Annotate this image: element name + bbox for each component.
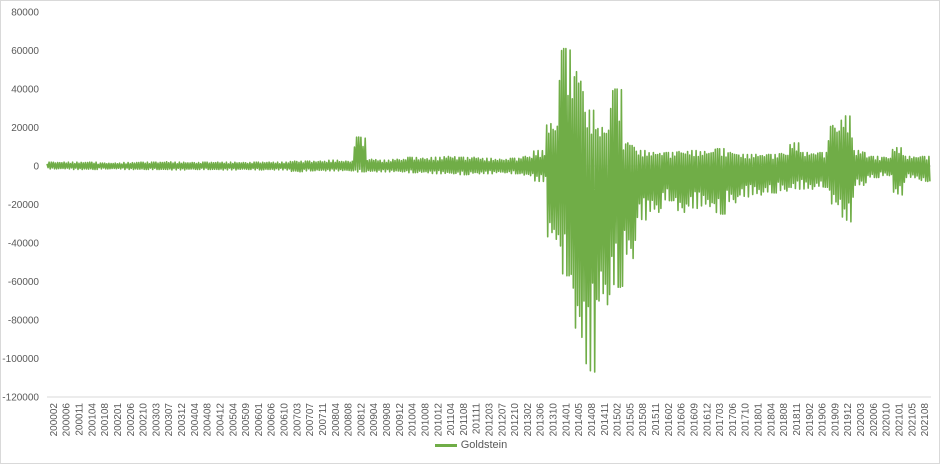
y-tick-label: -80000	[8, 316, 40, 327]
x-tick-label: 202105	[907, 403, 918, 437]
x-tick-label: 200711	[318, 403, 329, 436]
y-tick-label: 20000	[11, 123, 39, 134]
x-tick-label: 200201	[113, 403, 124, 437]
x-tick-label: 200904	[369, 403, 380, 437]
x-tick-label: 201310	[549, 403, 560, 437]
x-tick-label: 200601	[254, 403, 265, 437]
x-tick-label: 202010	[882, 403, 893, 437]
x-tick-label: 201602	[664, 403, 675, 437]
x-tick-label: 201511	[651, 403, 662, 436]
x-tick-label: 200804	[331, 403, 342, 437]
y-tick-label: 80000	[11, 8, 39, 19]
x-tick-label: 201808	[779, 403, 790, 437]
x-tick-label: 201703	[715, 403, 726, 437]
x-tick-label: 201411	[600, 403, 611, 436]
x-tick-label: 201909	[830, 403, 841, 437]
x-tick-label: 200206	[126, 403, 137, 437]
x-tick-label: 202006	[869, 403, 880, 437]
x-tick-label: 201210	[510, 403, 521, 437]
legend-swatch-goldstein	[434, 443, 457, 447]
x-tick-label: 200404	[190, 403, 201, 437]
y-tick-label: 60000	[11, 46, 39, 57]
x-tick-label: 200412	[215, 403, 226, 437]
x-tick-label: 201207	[497, 403, 508, 437]
x-tick-label: 200006	[62, 403, 73, 437]
x-tick-label: 200210	[139, 403, 150, 437]
y-tick-label: -120000	[2, 393, 39, 404]
x-tick-label: 201609	[689, 403, 700, 437]
x-tick-label: 200307	[164, 403, 175, 437]
x-tick-label: 201302	[523, 403, 534, 437]
x-tick-label: 200610	[280, 403, 291, 437]
x-tick-label: 200104	[87, 403, 98, 437]
x-tick-label: 200303	[151, 403, 162, 437]
x-tick-label: 200808	[344, 403, 355, 437]
x-tick-label: 200312	[177, 403, 188, 437]
x-tick-label: 200812	[356, 403, 367, 437]
x-tick-label: 201811	[792, 403, 803, 436]
x-tick-label: 201710	[741, 403, 752, 437]
x-tick-label: 202003	[856, 403, 867, 437]
x-tick-label: 200509	[241, 403, 252, 437]
x-tick-label: 201906	[818, 403, 829, 437]
x-tick-label: 200703	[292, 403, 303, 437]
x-tick-label: 201502	[613, 403, 624, 437]
x-tick-label: 200408	[203, 403, 214, 437]
x-tick-label: 201008	[420, 403, 431, 437]
x-tick-label: 201505	[625, 403, 636, 437]
x-tick-label: 201606	[677, 403, 688, 437]
x-tick-label: 201203	[485, 403, 496, 437]
legend: Goldstein	[1, 439, 940, 451]
x-tick-label: 201108	[459, 403, 470, 436]
x-tick-label: 201902	[805, 403, 816, 437]
x-tick-label: 200912	[395, 403, 406, 437]
x-tick-label: 202101	[894, 403, 905, 437]
x-tick-label: 201508	[638, 403, 649, 437]
legend-label-goldstein: Goldstein	[460, 439, 508, 452]
x-tick-label: 200011	[75, 403, 86, 436]
y-tick-label: -60000	[8, 277, 40, 288]
x-tick-label: 201912	[843, 403, 854, 437]
x-tick-label: 200504	[228, 403, 239, 437]
x-tick-label: 201804	[766, 403, 777, 437]
x-tick-label: 202108	[920, 403, 931, 437]
x-tick-label: 201405	[574, 403, 585, 437]
x-tick-label: 201612	[702, 403, 713, 437]
x-tick-label: 200002	[49, 403, 60, 437]
x-tick-label: 201408	[587, 403, 598, 437]
x-tick-label: 201111	[472, 403, 483, 435]
x-tick-label: 201401	[561, 403, 572, 437]
y-tick-label: -20000	[8, 200, 40, 211]
x-tick-label: 201801	[754, 403, 765, 437]
y-tick-label: -100000	[2, 354, 39, 365]
x-tick-label: 200707	[305, 403, 316, 437]
series-line-goldstein	[46, 47, 931, 373]
y-tick-label: -40000	[8, 239, 40, 250]
x-tick-label: 200908	[382, 403, 393, 437]
x-tick-label: 201706	[728, 403, 739, 437]
x-tick-label: 200108	[100, 403, 111, 437]
x-tick-label: 201104	[446, 403, 457, 436]
y-tick-label: 0	[33, 162, 39, 173]
x-tick-label: 201306	[536, 403, 547, 437]
x-tick-label: 201004	[408, 403, 419, 437]
x-tick-label: 201012	[433, 403, 444, 437]
x-tick-label: 200606	[267, 403, 278, 437]
y-tick-label: 40000	[11, 85, 39, 96]
